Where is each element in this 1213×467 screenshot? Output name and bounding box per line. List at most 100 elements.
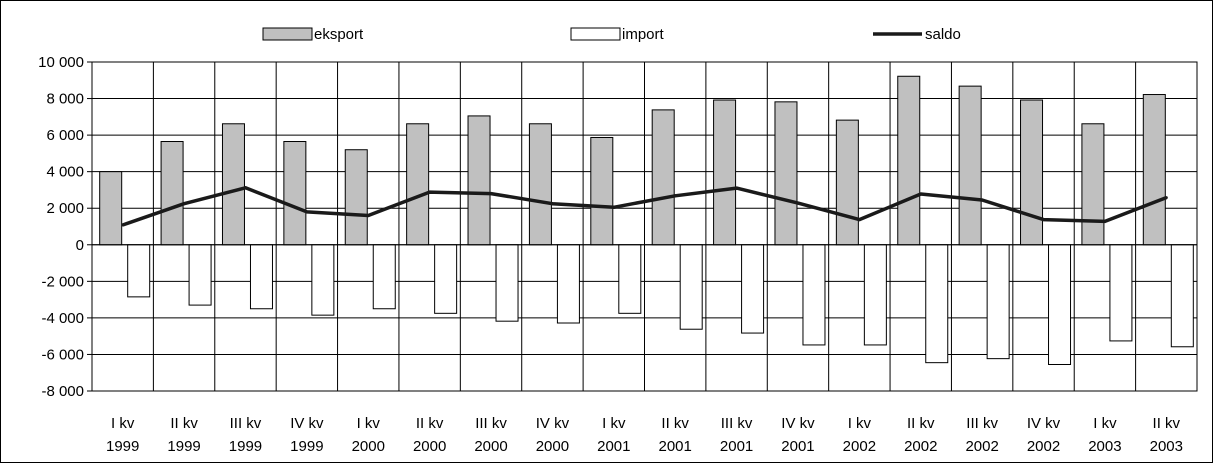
x-tick-label-year: 2002 (1027, 438, 1060, 455)
y-tick-label: 4 000 (46, 164, 84, 181)
x-tick-label: I kv (602, 415, 626, 432)
bar-eksport (221, 123, 245, 246)
x-tick-label-year: 1999 (106, 438, 139, 455)
x-tick-label: I kv (111, 415, 135, 432)
bar-eksport (1142, 94, 1166, 246)
plot-border (91, 61, 1198, 392)
x-tick-label-year: 2003 (1150, 438, 1183, 455)
y-tick-label: -6 000 (41, 346, 84, 363)
x-tick-label-year: 1999 (229, 438, 262, 455)
point-saldo (121, 223, 125, 227)
bar-eksport (1020, 99, 1044, 246)
bar-import (372, 244, 396, 310)
x-tick-label: IV kv (536, 415, 570, 432)
bar-import (495, 244, 519, 322)
x-tick-label-year: 2001 (597, 438, 630, 455)
bar-import (556, 244, 580, 324)
bar-eksport (528, 123, 552, 246)
point-saldo (550, 202, 554, 206)
bar-eksport (897, 75, 921, 246)
x-tick-label: III kv (475, 415, 507, 432)
point-saldo (428, 190, 432, 194)
x-tick-label: II kv (170, 415, 198, 432)
x-tick-label-year: 2002 (904, 438, 937, 455)
bar-import (679, 244, 703, 330)
bar-import (1109, 244, 1133, 342)
legend-label-import: import (622, 26, 665, 43)
bar-import (986, 244, 1010, 360)
point-saldo (1042, 218, 1046, 222)
x-tick-label: III kv (966, 415, 998, 432)
bar-import (925, 244, 949, 364)
bar-eksport (99, 171, 123, 246)
point-saldo (366, 214, 370, 218)
y-tick-label: 0 (76, 237, 84, 254)
bar-import (618, 244, 642, 314)
point-saldo (612, 205, 616, 209)
x-tick-label-year: 1999 (290, 438, 323, 455)
x-tick-label-year: 2000 (352, 438, 385, 455)
bar-import (434, 244, 458, 314)
y-tick-label: 10 000 (38, 54, 84, 71)
bar-eksport (344, 149, 368, 246)
bar-import (1170, 244, 1194, 348)
bar-import (802, 244, 826, 346)
point-saldo (182, 202, 186, 206)
line-saldo (122, 186, 1167, 227)
legend-swatch-eksport (262, 27, 313, 41)
y-tick-label: 8 000 (46, 91, 84, 108)
bar-eksport (774, 101, 798, 246)
point-saldo (1103, 219, 1107, 223)
point-saldo (1164, 196, 1168, 200)
legend-swatch-import (570, 27, 621, 41)
bar-import (127, 244, 151, 298)
x-tick-label: IV kv (1027, 415, 1061, 432)
x-tick-label: II kv (416, 415, 444, 432)
bar-eksport (590, 136, 614, 246)
bar-eksport (1081, 123, 1105, 246)
point-saldo (857, 218, 861, 222)
bar-import (188, 244, 212, 306)
bar-import (249, 244, 273, 310)
point-saldo (489, 192, 493, 196)
x-tick-label: I kv (1093, 415, 1117, 432)
x-tick-label: IV kv (290, 415, 324, 432)
y-tick-label: -8 000 (41, 383, 84, 400)
x-tick-label: III kv (721, 415, 753, 432)
point-saldo (919, 192, 923, 196)
point-saldo (243, 186, 247, 190)
x-tick-label-year: 2000 (474, 438, 507, 455)
legend-label-eksport: eksport (314, 26, 364, 43)
x-tick-label: I kv (848, 415, 872, 432)
bar-import (1048, 244, 1072, 365)
x-tick-label-year: 2001 (720, 438, 753, 455)
x-tick-label: I kv (357, 415, 381, 432)
x-tick-label-year: 1999 (167, 438, 200, 455)
bar-eksport (835, 119, 859, 246)
point-saldo (735, 186, 739, 190)
bar-eksport (406, 123, 430, 246)
x-tick-label-year: 2001 (781, 438, 814, 455)
x-tick-label: II kv (907, 415, 935, 432)
y-tick-label: -2 000 (41, 273, 84, 290)
bar-import (311, 244, 335, 316)
bar-eksport (713, 99, 737, 246)
bar-import (741, 244, 765, 334)
x-tick-label: II kv (1153, 415, 1181, 432)
x-tick-label-year: 2002 (843, 438, 876, 455)
bar-eksport (467, 115, 491, 246)
bar-eksport (651, 109, 675, 246)
bar-eksport (958, 85, 982, 246)
bar-eksport (283, 141, 307, 246)
point-saldo (673, 194, 677, 198)
x-tick-label-year: 2001 (659, 438, 692, 455)
x-tick-label-year: 2000 (413, 438, 446, 455)
y-tick-label: 2 000 (46, 200, 84, 217)
x-tick-label-year: 2003 (1088, 438, 1121, 455)
x-tick-label: II kv (661, 415, 689, 432)
bar-import (863, 244, 887, 346)
bar-eksport (160, 141, 184, 246)
point-saldo (980, 198, 984, 202)
